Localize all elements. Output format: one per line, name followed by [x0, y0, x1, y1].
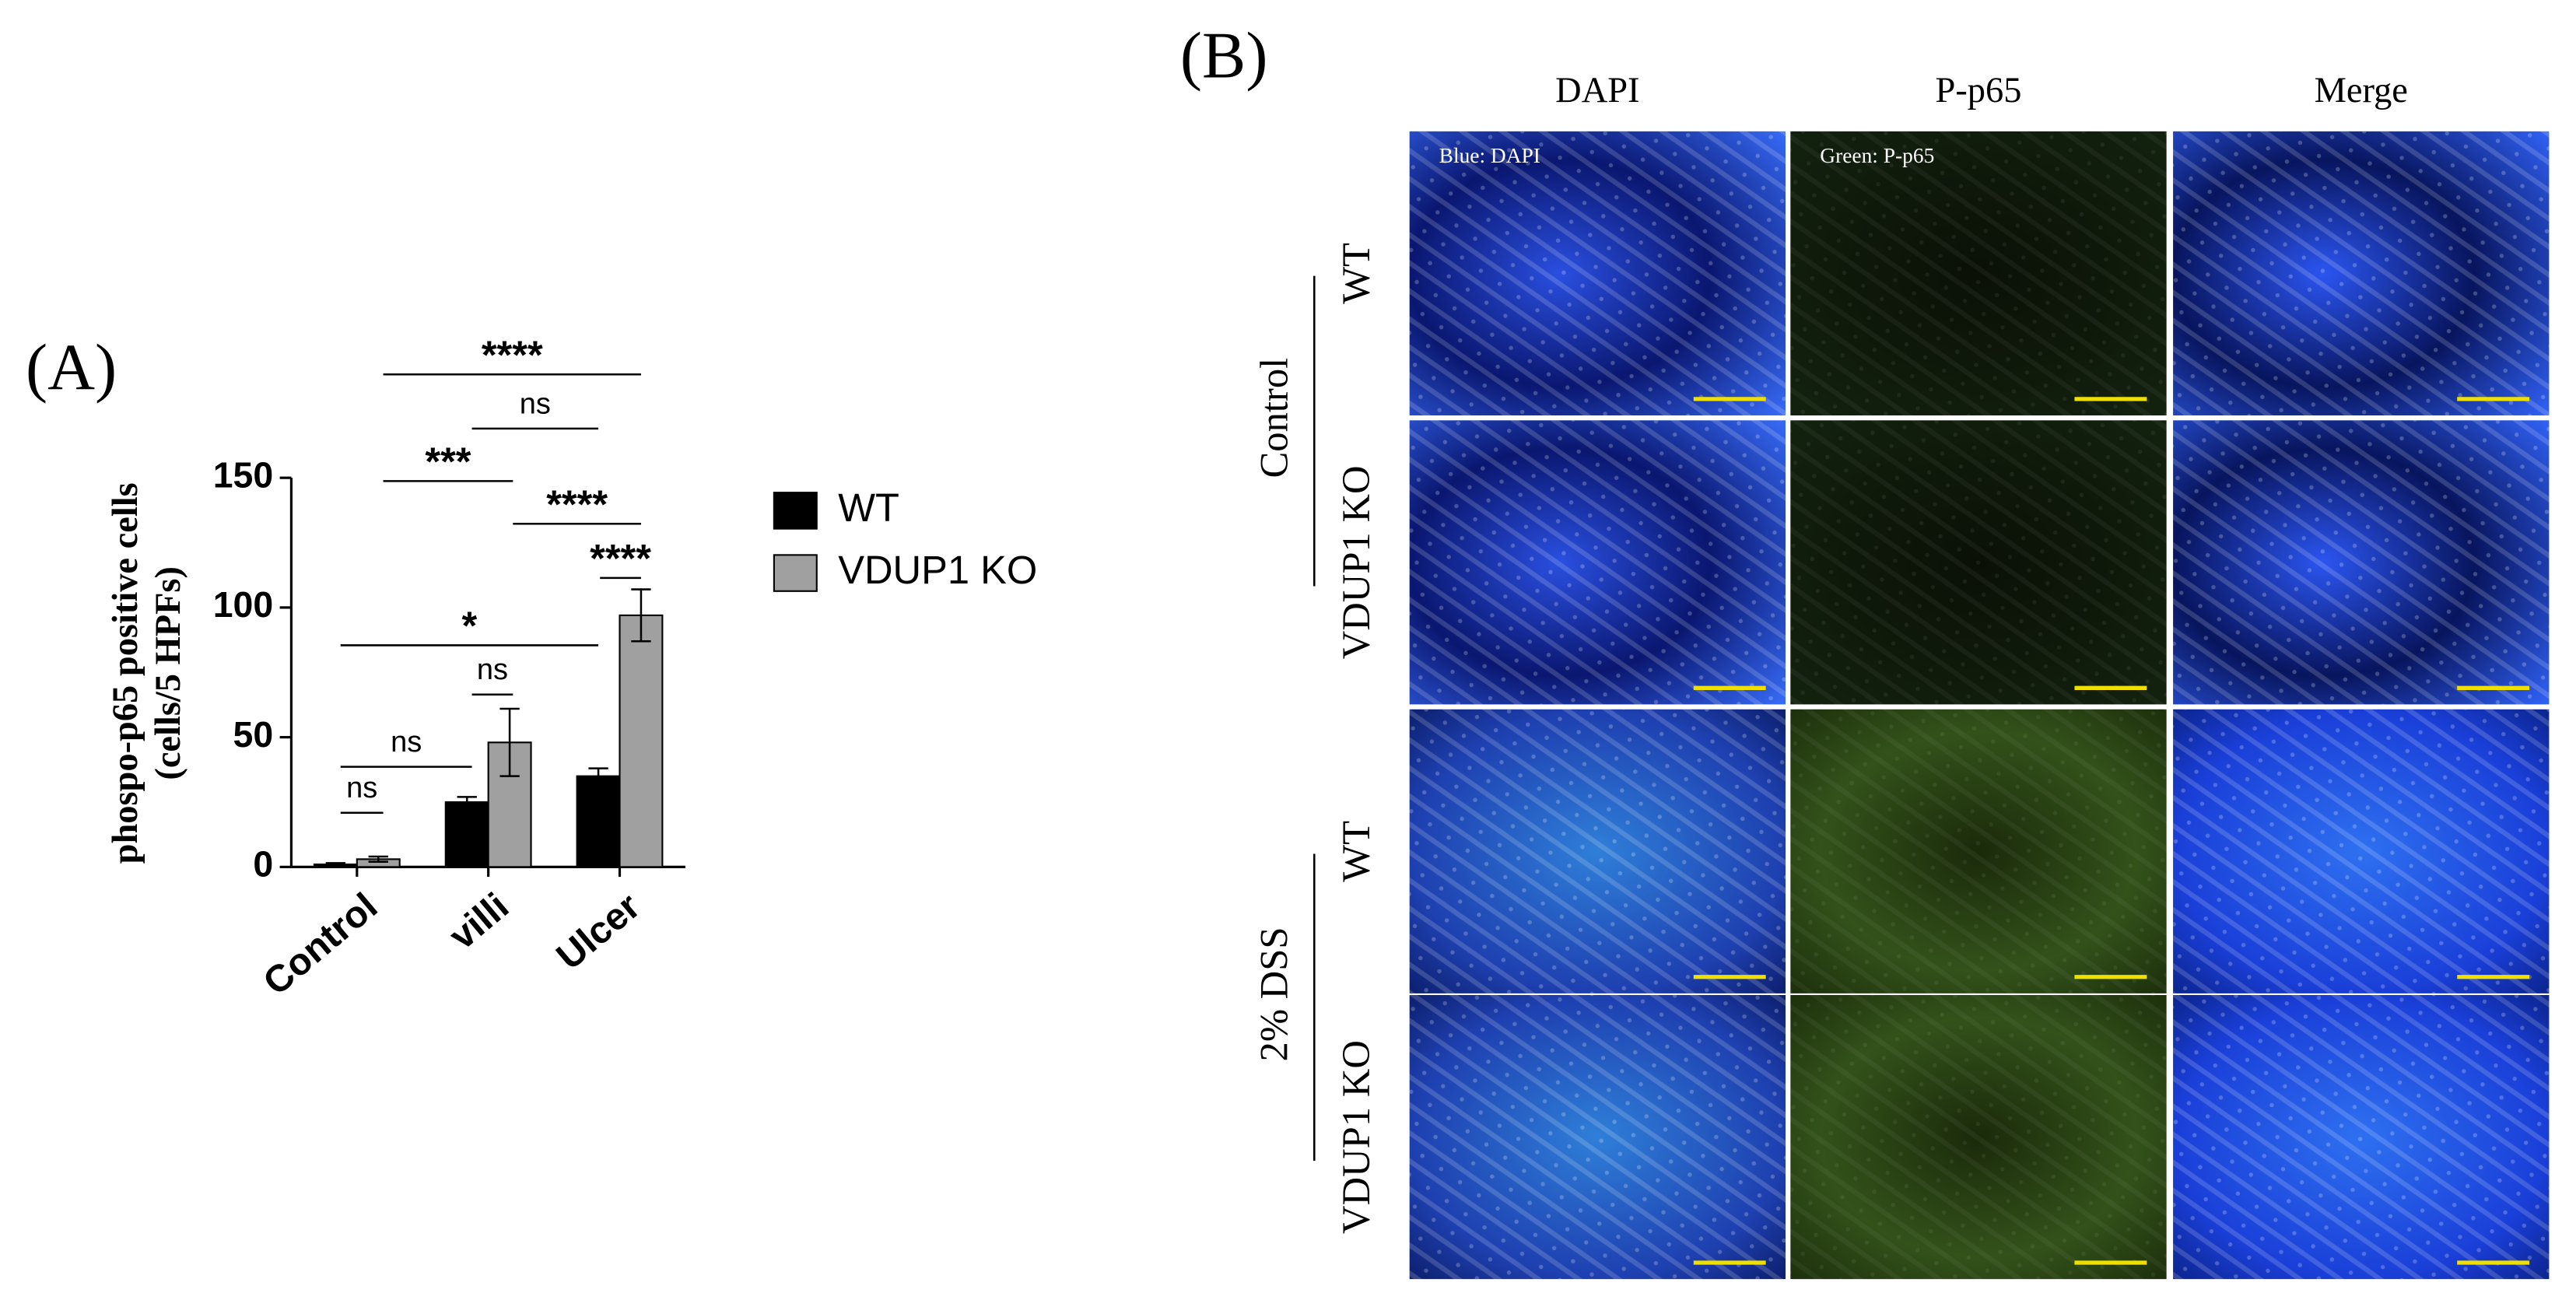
- channel-note: Blue: DAPI: [1439, 144, 1540, 167]
- error-bar: [588, 767, 608, 785]
- bar: [444, 801, 489, 868]
- micrograph-texture: [1790, 131, 2167, 415]
- significance-label: ****: [590, 536, 651, 580]
- micrograph: [1790, 994, 2167, 1280]
- legend-label: WT: [838, 485, 899, 530]
- group-label: 2% DSS: [1252, 927, 1295, 1061]
- micrograph: [1409, 994, 1786, 1280]
- row-label: WT: [1334, 821, 1378, 882]
- micrograph-texture: [2173, 709, 2550, 993]
- micrograph: [2173, 131, 2550, 415]
- micrograph: [1790, 131, 2167, 415]
- significance-label: ns: [520, 387, 551, 420]
- micrograph: [1409, 131, 1786, 415]
- significance-label: ns: [477, 654, 508, 686]
- x-tick-label: Ulcer: [548, 885, 648, 978]
- micrograph-texture: [1790, 420, 2167, 705]
- significance-label: ****: [482, 332, 543, 377]
- micrograph: [1790, 420, 2167, 705]
- bar: [619, 614, 664, 868]
- significance-label: ****: [546, 482, 608, 527]
- micrograph-texture: [2173, 420, 2550, 705]
- micrograph: [2173, 709, 2550, 993]
- micrograph-texture: [1790, 994, 2167, 1280]
- bar: [487, 741, 532, 868]
- legend-swatch: [773, 554, 818, 592]
- y-tick-label: 0: [253, 844, 273, 885]
- micrograph: [1790, 709, 2167, 993]
- micrograph-texture: [1409, 994, 1786, 1280]
- error-bar: [457, 796, 477, 808]
- micrograph-texture: [1409, 131, 1786, 415]
- micrograph-texture: [1790, 709, 2167, 993]
- group-label: Control: [1252, 358, 1295, 478]
- legend-swatch: [773, 492, 818, 530]
- x-tick-label: villi: [441, 885, 517, 958]
- x-tick-label: Control: [255, 885, 385, 1004]
- significance-label: ns: [391, 726, 422, 759]
- row-label: VDUP1 KO: [1334, 465, 1378, 659]
- micrograph: [1409, 709, 1786, 993]
- column-header: DAPI: [1555, 71, 1639, 110]
- column-header: Merge: [2315, 71, 2408, 110]
- error-bar: [631, 588, 651, 643]
- error-bar: [499, 707, 520, 777]
- significance-label: *: [462, 604, 478, 648]
- micrograph-texture: [2173, 131, 2550, 415]
- y-tick-label: 50: [233, 714, 274, 755]
- column-header: P-p65: [1936, 71, 2022, 110]
- micrograph: [2173, 994, 2550, 1280]
- y-axis-title: (cells/5 HPFs): [149, 566, 188, 780]
- panel-label: (B): [1180, 20, 1268, 93]
- row-label: WT: [1334, 243, 1378, 304]
- y-tick-label: 150: [213, 454, 273, 495]
- y-axis-title: phospo-p65 positive cells: [106, 482, 145, 864]
- significance-label: ***: [425, 440, 471, 484]
- micrograph: [1409, 420, 1786, 705]
- micrograph: [2173, 420, 2550, 705]
- micrograph-texture: [1409, 709, 1786, 993]
- error-bar: [325, 862, 346, 867]
- panel-label: (A): [26, 332, 117, 405]
- error-bar: [368, 855, 388, 863]
- micrograph-texture: [1409, 420, 1786, 705]
- channel-note: Green: P-p65: [1820, 144, 1934, 167]
- bar: [576, 775, 621, 868]
- row-label: VDUP1 KO: [1334, 1040, 1378, 1234]
- y-tick-label: 100: [213, 584, 273, 625]
- legend-label: VDUP1 KO: [838, 548, 1037, 592]
- micrograph-texture: [2173, 994, 2550, 1280]
- significance-label: ns: [346, 772, 377, 804]
